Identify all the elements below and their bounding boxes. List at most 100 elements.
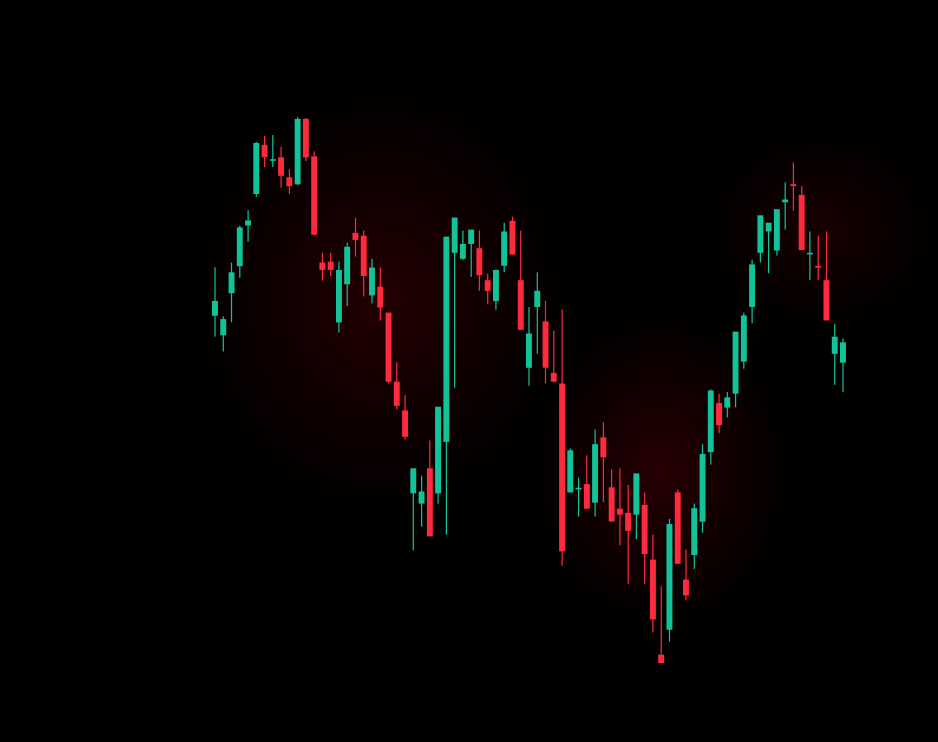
candle-19 xyxy=(369,258,375,304)
candle-body-down xyxy=(319,262,326,270)
candle-body-down xyxy=(360,235,367,276)
candle-59 xyxy=(699,444,706,533)
candle-60 xyxy=(707,389,714,465)
candle-body-up xyxy=(418,491,425,504)
candle-40 xyxy=(542,301,549,384)
candle-68 xyxy=(773,209,780,256)
candle-body-up xyxy=(501,231,508,266)
candle-body-up xyxy=(269,159,276,161)
candle-74 xyxy=(823,231,830,321)
candle-5 xyxy=(253,142,260,197)
candle-body-down xyxy=(302,118,309,158)
candle-body-up xyxy=(236,227,243,267)
candle-body-down xyxy=(616,508,623,515)
candle-9 xyxy=(286,169,293,194)
candle-body-down xyxy=(484,280,491,291)
candle-body-up xyxy=(468,229,475,244)
candle-body-down xyxy=(286,177,293,187)
candle-body-down xyxy=(625,512,632,531)
candle-4 xyxy=(245,210,251,242)
candle-20 xyxy=(377,267,384,321)
candle-body-up xyxy=(765,222,772,232)
candle-body-up xyxy=(228,272,235,294)
candle-45 xyxy=(583,455,590,509)
candle-body-down xyxy=(385,312,392,382)
candle-body-up xyxy=(782,199,789,203)
candle-body-up xyxy=(435,406,441,494)
candle-52 xyxy=(641,492,648,585)
candle-body-up xyxy=(840,342,846,363)
candle-body-down xyxy=(658,654,665,663)
candle-body-down xyxy=(509,220,516,255)
candle-16 xyxy=(344,242,351,307)
candle-76 xyxy=(840,338,846,392)
candle-33 xyxy=(484,273,491,305)
candle-1 xyxy=(220,316,227,352)
candle-body-up xyxy=(732,331,739,394)
candle-body-up xyxy=(592,444,598,503)
candle-32 xyxy=(476,230,483,291)
candle-body-up xyxy=(220,319,227,336)
candle-61 xyxy=(716,393,722,434)
candle-8 xyxy=(278,146,284,188)
candle-body-down xyxy=(798,194,805,251)
candle-body-down xyxy=(517,280,524,330)
candle-body-down xyxy=(426,468,433,537)
candle-65 xyxy=(749,259,755,324)
candle-51 xyxy=(633,473,640,540)
candle-27 xyxy=(435,406,441,504)
candle-body-up xyxy=(212,301,218,316)
candle-63 xyxy=(732,331,739,408)
candle-body-up xyxy=(253,143,260,194)
candle-body-up xyxy=(807,252,813,255)
candle-69 xyxy=(782,182,789,230)
candle-22 xyxy=(393,362,400,410)
candle-7 xyxy=(269,135,276,168)
candle-body-down xyxy=(278,157,284,176)
candle-50 xyxy=(625,485,632,585)
candle-71 xyxy=(798,186,805,251)
candle-67 xyxy=(765,222,772,274)
candle-body-up xyxy=(344,246,351,285)
candle-body-down xyxy=(674,492,681,564)
candle-14 xyxy=(327,252,334,276)
candle-body-down xyxy=(542,321,549,368)
candle-56 xyxy=(674,489,681,564)
candle-body-up xyxy=(336,270,342,323)
candle-body-down xyxy=(393,381,400,406)
candle-36 xyxy=(509,216,516,255)
candle-70 xyxy=(790,162,797,211)
candle-body-up xyxy=(459,244,466,259)
candle-44 xyxy=(575,477,582,517)
candle-body-down xyxy=(815,265,822,268)
candle-2 xyxy=(228,262,235,323)
candle-26 xyxy=(426,440,433,537)
candle-25 xyxy=(418,475,425,527)
candle-18 xyxy=(360,230,367,297)
candle-body-up xyxy=(369,267,375,296)
candle-31 xyxy=(468,229,475,277)
candle-28 xyxy=(443,236,450,535)
candle-15 xyxy=(336,261,342,333)
candle-body-up xyxy=(245,220,251,226)
candle-17 xyxy=(352,217,359,257)
candle-0 xyxy=(212,267,218,337)
candle-body-down xyxy=(608,487,615,522)
candle-23 xyxy=(402,395,408,440)
candle-46 xyxy=(592,429,598,517)
candle-body-up xyxy=(707,390,714,453)
candle-38 xyxy=(526,307,532,386)
candle-12 xyxy=(311,151,318,236)
candle-73 xyxy=(815,235,822,281)
candle-11 xyxy=(302,117,309,161)
candle-body-up xyxy=(757,215,764,253)
candle-body-down xyxy=(476,248,483,276)
candle-body-up xyxy=(567,450,574,493)
candle-body-up xyxy=(534,290,541,307)
candle-72 xyxy=(807,231,813,281)
candle-body-up xyxy=(724,397,731,408)
candle-body-down xyxy=(550,372,557,382)
